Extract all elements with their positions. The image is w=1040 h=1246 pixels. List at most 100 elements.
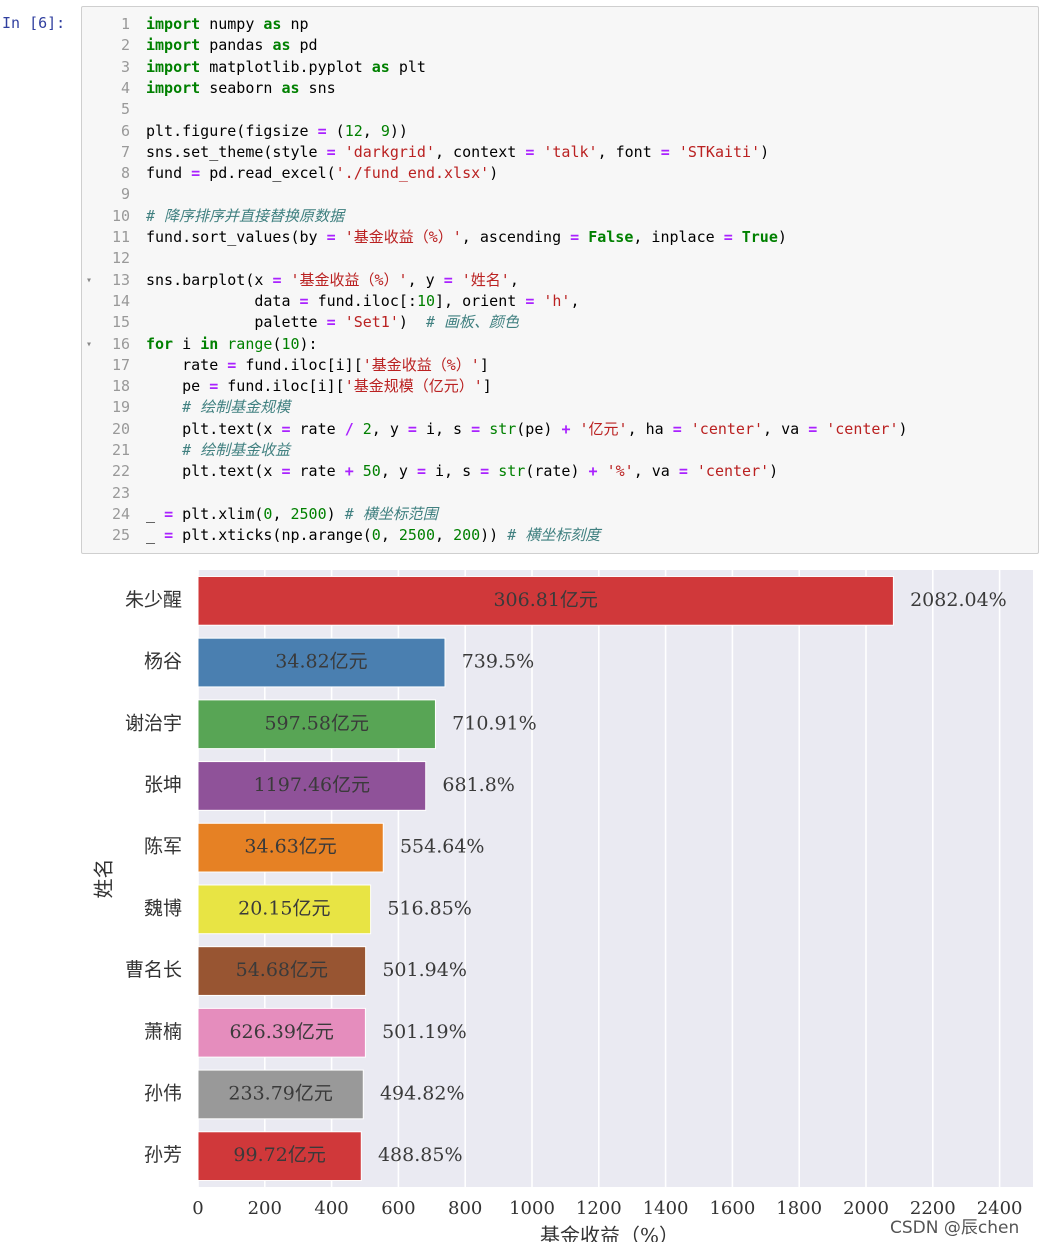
code-line: ▾ 13 sns.barplot(x = '基金收益（%）', y = '姓名', [82,270,1032,291]
code-line: 10 # 降序排序并直接替换原数据 [82,206,1032,227]
value-label: 554.64% [400,836,485,858]
x-tick-label: 2200 [910,1198,956,1219]
y-tick-label: 杨谷 [144,651,182,673]
code-text: data = fund.iloc[:10], orient = 'h', [146,291,580,310]
line-number: 12 [111,249,130,268]
code-line: 4 import seaborn as sns [82,78,1032,99]
code-line: 15 palette = 'Set1') # 画板、颜色 [82,312,1032,333]
bar-label: 306.81亿元 [493,589,597,611]
x-tick-label: 1200 [576,1198,622,1219]
value-label: 681.8% [442,774,514,796]
x-tick-label: 1000 [509,1198,555,1219]
line-number: 14 [111,291,130,310]
line-number: 9 [120,185,130,204]
fold-arrow-icon[interactable]: ▾ [86,274,93,286]
y-tick-label: 萧楠 [144,1021,182,1043]
code-text: fund = pd.read_excel('./fund_end.xlsx') [146,164,499,183]
value-label: 501.94% [382,959,467,981]
code-text: import seaborn as sns [146,78,336,97]
code-line: 5 [82,99,1032,120]
x-tick-label: 800 [448,1198,482,1219]
x-tick-label: 400 [314,1198,348,1219]
code-line: 24 _ = plt.xlim(0, 2500) # 横坐标范围 [82,504,1032,525]
code-line: 2 import pandas as pd [82,35,1032,56]
code-text: plt.text(x = rate / 2, y = i, s = str(pe… [146,419,908,438]
bar [197,884,372,935]
x-tick-label: 1800 [776,1198,822,1219]
bar [197,822,384,873]
line-number: 23 [111,483,130,502]
bar-label: 34.82亿元 [275,651,367,673]
code-text: _ = plt.xlim(0, 2500) # 横坐标范围 [146,504,438,523]
line-number: 22 [111,462,130,481]
code-text: plt.text(x = rate + 50, y = i, s = str(r… [146,462,779,481]
code-text: _ = plt.xticks(np.arange(0, 2500, 200)) … [146,526,601,545]
line-number: 24 [111,504,130,523]
line-number: 19 [111,398,130,417]
line-number: 13 [111,270,130,289]
code-text: fund.sort_values(by = '基金收益（%）', ascendi… [146,228,787,246]
line-number: 15 [111,313,130,332]
code-text: # 绘制基金收益 [182,441,291,459]
x-axis-label: 基金收益（%） [540,1224,679,1243]
y-tick-label: 曹名长 [125,959,182,981]
y-tick-label: 魏博 [144,897,182,919]
code-text: for i in range(10): [146,334,318,353]
line-number: 25 [111,526,130,545]
bar [197,637,446,688]
code-text: pe = fund.iloc[i]['基金规模（亿元）'] [146,377,492,396]
x-tick-label: 2000 [843,1198,889,1219]
line-number: 6 [120,121,130,140]
code-text: # 降序排序并直接替换原数据 [146,206,345,225]
value-label: 2082.04% [910,589,1007,611]
line-number: 5 [120,100,130,119]
code-line: 23 [82,483,1032,504]
code-text: rate = fund.iloc[i]['基金收益（%）'] [146,355,489,374]
y-tick-label: 陈军 [144,836,182,858]
code-line: 1 import numpy as np [82,14,1032,35]
line-number: 11 [111,228,130,246]
line-number: 3 [120,57,130,76]
y-tick-label: 朱少醒 [125,589,182,611]
x-tick-label: 1400 [643,1198,689,1219]
bar-label: 34.63亿元 [244,836,336,858]
code-text: import matplotlib.pyplot as plt [146,57,426,76]
line-number: 4 [120,78,130,97]
fold-arrow-icon[interactable]: ▾ [86,338,93,350]
line-number: 1 [120,15,130,33]
bar-label: 99.72亿元 [233,1144,325,1166]
value-label: 488.85% [378,1144,463,1166]
bar [197,761,427,811]
code-text: import pandas as pd [146,36,318,55]
x-tick-label: 2400 [977,1198,1023,1219]
bar [197,1007,366,1058]
code-text: sns.set_theme(style = 'darkgrid', contex… [146,142,770,161]
code-line: 7 sns.set_theme(style = 'darkgrid', conte… [82,142,1032,163]
bar-label: 54.68亿元 [236,959,328,981]
line-number: 16 [111,334,130,353]
bar-label: 233.79亿元 [228,1082,332,1104]
value-label: 739.5% [462,651,534,673]
code-cell[interactable]: 1 import numpy as np 2 import pandas as pd 3… [81,6,1039,554]
cell-prompt: In [6]: [2,14,66,32]
y-axis-label: 姓名 [92,859,116,899]
x-tick-label: 200 [248,1198,282,1219]
code-text: plt.figure(figsize = (12, 9)) [146,121,408,140]
bar-label: 597.58亿元 [264,712,368,734]
bar [197,699,436,750]
value-label: 710.91% [452,712,537,734]
code-line: 11 fund.sort_values(by = '基金收益（%）', ascen… [82,227,1032,248]
y-tick-label: 孙芳 [144,1144,182,1166]
bar-label: 626.39亿元 [229,1021,333,1043]
watermark: CSDN @辰chen [890,1218,1020,1238]
bar-chart: 0 200 400 600 800 1000 1200 1400 1600 1800 2000 220… [92,570,1033,1246]
code-line: 19 # 绘制基金规模 [82,397,1032,418]
value-label: 516.85% [387,897,472,919]
line-number: 2 [120,36,130,55]
code-line: 9 [82,184,1032,205]
line-number: 8 [120,164,130,183]
code-text: import numpy as np [146,15,309,33]
code-line: 18 pe = fund.iloc[i]['基金规模（亿元）'] [82,376,1032,397]
bar [197,946,367,996]
code-line: 6 plt.figure(figsize = (12, 9)) [82,121,1032,142]
